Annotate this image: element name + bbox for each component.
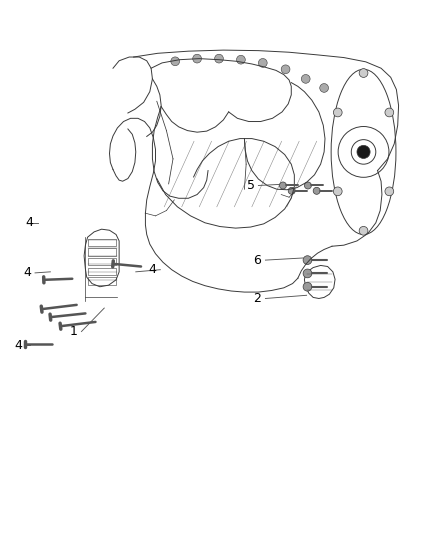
Circle shape [320, 84, 328, 92]
Circle shape [359, 69, 368, 77]
Circle shape [385, 187, 394, 196]
Circle shape [303, 282, 312, 291]
Circle shape [279, 182, 286, 189]
Circle shape [303, 269, 312, 278]
Text: 6: 6 [254, 254, 261, 266]
Circle shape [237, 55, 245, 64]
Circle shape [258, 59, 267, 67]
Text: 4: 4 [23, 266, 31, 279]
Circle shape [357, 146, 370, 158]
Text: 4: 4 [148, 263, 156, 276]
Bar [88, 277, 116, 285]
Text: 1: 1 [70, 325, 78, 338]
Circle shape [359, 227, 368, 235]
Circle shape [288, 187, 295, 195]
Text: 4: 4 [14, 339, 22, 352]
Bar [88, 258, 116, 265]
Circle shape [313, 187, 320, 195]
Circle shape [281, 65, 290, 74]
Circle shape [171, 57, 180, 66]
Circle shape [215, 54, 223, 63]
Circle shape [303, 256, 312, 264]
Bar [88, 239, 116, 246]
Circle shape [304, 182, 311, 189]
Bar [88, 248, 116, 256]
Circle shape [301, 75, 310, 83]
Circle shape [333, 187, 342, 196]
Bar [88, 268, 116, 275]
Circle shape [385, 108, 394, 117]
Circle shape [193, 54, 201, 63]
Circle shape [333, 108, 342, 117]
Text: 4: 4 [26, 216, 34, 229]
Text: 5: 5 [247, 179, 254, 192]
Text: 2: 2 [254, 292, 261, 305]
